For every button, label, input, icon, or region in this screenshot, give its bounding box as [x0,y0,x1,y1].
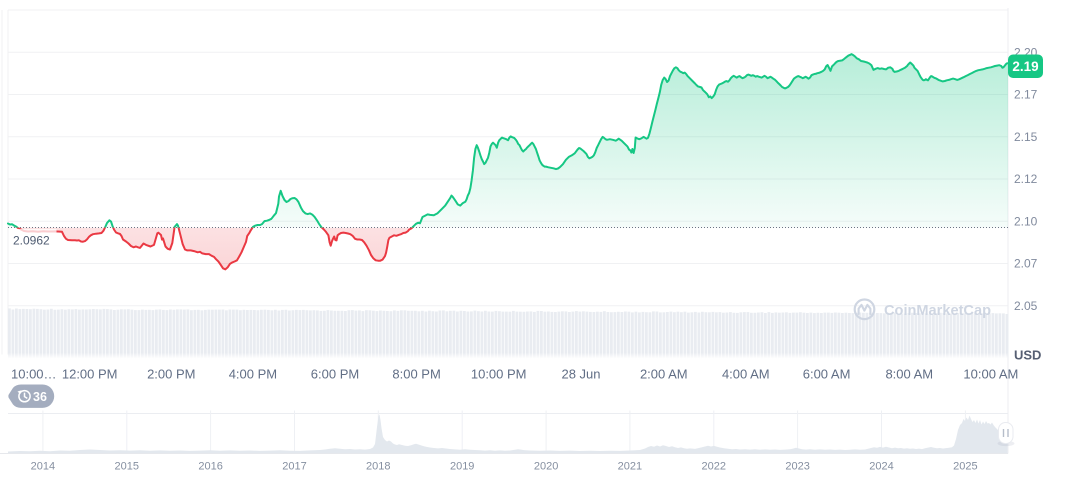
svg-text:2014: 2014 [31,460,55,472]
svg-text:4:00 AM: 4:00 AM [722,367,770,382]
svg-text:2016: 2016 [198,460,222,472]
svg-text:2.0962: 2.0962 [13,233,50,247]
svg-text:2020: 2020 [534,460,558,472]
svg-text:2.19: 2.19 [1012,59,1038,74]
svg-text:2.12: 2.12 [1014,172,1038,186]
svg-text:2:00 PM: 2:00 PM [147,367,195,382]
svg-text:6:00 AM: 6:00 AM [803,367,851,382]
svg-text:6:00 PM: 6:00 PM [311,367,359,382]
svg-text:USD: USD [1014,348,1041,363]
svg-text:10:00 AM: 10:00 AM [963,367,1018,382]
svg-text:2.10: 2.10 [1014,214,1038,228]
svg-text:2:00 AM: 2:00 AM [640,367,688,382]
svg-text:36: 36 [33,390,47,404]
svg-text:2.15: 2.15 [1014,130,1038,144]
svg-text:CoinMarketCap: CoinMarketCap [884,302,991,319]
svg-text:2025: 2025 [953,460,977,472]
svg-text:12:00 PM: 12:00 PM [62,367,118,382]
svg-text:2017: 2017 [282,460,306,472]
svg-text:8:00 PM: 8:00 PM [392,367,440,382]
svg-text:2.17: 2.17 [1014,88,1038,102]
svg-text:10:00 PM: 10:00 PM [471,367,527,382]
svg-text:2018: 2018 [366,460,390,472]
svg-text:2024: 2024 [869,460,893,472]
svg-text:2023: 2023 [785,460,809,472]
svg-text:2.05: 2.05 [1014,299,1038,313]
svg-text:2022: 2022 [702,460,726,472]
svg-text:2015: 2015 [115,460,139,472]
svg-text:2021: 2021 [618,460,642,472]
svg-text:2019: 2019 [450,460,474,472]
svg-text:2.07: 2.07 [1014,257,1038,271]
svg-text:8:00 AM: 8:00 AM [885,367,933,382]
svg-text:28 Jun: 28 Jun [561,367,600,382]
svg-text:10:00…: 10:00… [11,367,57,382]
svg-text:4:00 PM: 4:00 PM [229,367,277,382]
